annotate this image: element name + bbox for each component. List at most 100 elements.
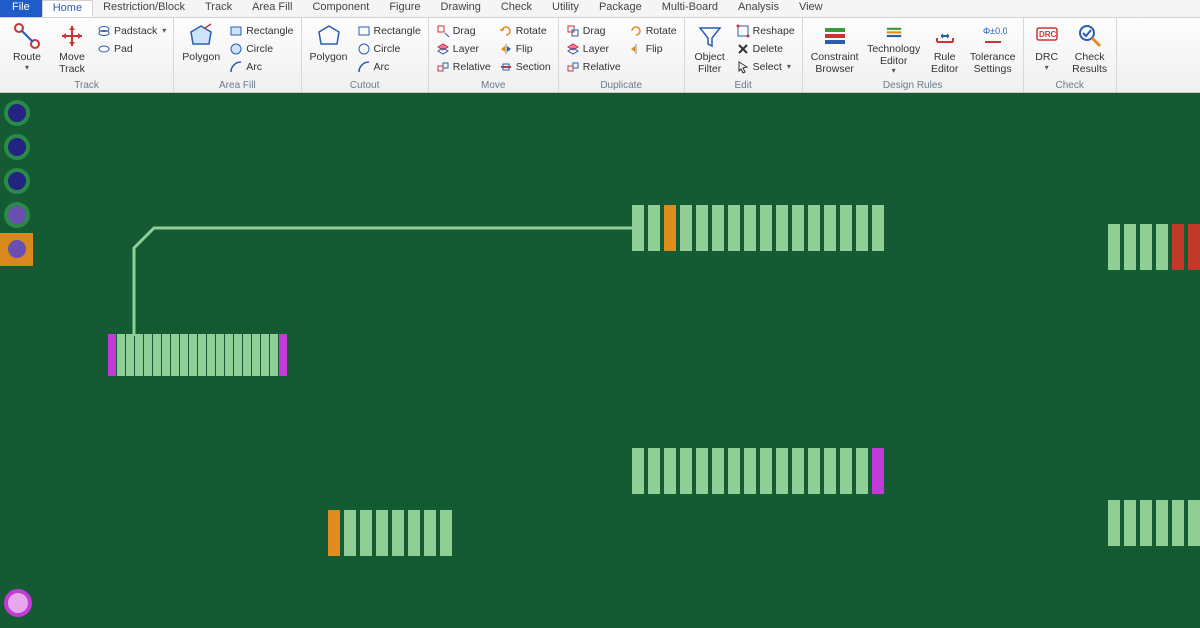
- object-filter-button[interactable]: Object Filter: [689, 20, 731, 76]
- pad[interactable]: [198, 334, 206, 376]
- pad[interactable]: [1108, 224, 1120, 270]
- pad[interactable]: [680, 205, 692, 251]
- pad[interactable]: [632, 448, 644, 494]
- pad[interactable]: [225, 334, 233, 376]
- menu-tab-areafill[interactable]: Area Fill: [242, 0, 302, 17]
- pcb-canvas[interactable]: [0, 93, 1200, 628]
- pad[interactable]: [1172, 224, 1184, 270]
- pad[interactable]: [234, 334, 242, 376]
- pad[interactable]: [712, 205, 724, 251]
- pad[interactable]: [1156, 224, 1168, 270]
- pad[interactable]: [144, 334, 152, 376]
- menu-tab-utility[interactable]: Utility: [542, 0, 589, 17]
- pad[interactable]: [261, 334, 269, 376]
- pad[interactable]: [108, 334, 116, 376]
- pad[interactable]: [1140, 224, 1152, 270]
- pad[interactable]: [872, 205, 884, 251]
- pad[interactable]: [744, 448, 756, 494]
- pad[interactable]: [408, 510, 420, 556]
- move-rotate-button[interactable]: Rotate: [496, 22, 554, 39]
- pad[interactable]: [344, 510, 356, 556]
- route-button[interactable]: Route ▾: [4, 20, 50, 76]
- pad[interactable]: [207, 334, 215, 376]
- cutout-arc-button[interactable]: Arc: [354, 58, 424, 75]
- pad[interactable]: [180, 334, 188, 376]
- pad[interactable]: [856, 448, 868, 494]
- pad[interactable]: [392, 510, 404, 556]
- menu-tab-analysis[interactable]: Analysis: [728, 0, 789, 17]
- pad[interactable]: [856, 205, 868, 251]
- dup-drag-button[interactable]: Drag: [563, 22, 624, 39]
- pad[interactable]: [1172, 500, 1184, 546]
- pad[interactable]: [728, 205, 740, 251]
- move-layer-button[interactable]: Layer: [433, 40, 494, 57]
- pad[interactable]: [1188, 224, 1200, 270]
- pad[interactable]: [792, 448, 804, 494]
- menu-tab-figure[interactable]: Figure: [379, 0, 430, 17]
- select-button[interactable]: Select▾: [733, 58, 798, 75]
- pad[interactable]: [153, 334, 161, 376]
- dup-rotate-button[interactable]: Rotate: [626, 22, 680, 39]
- menu-tab-drawing[interactable]: Drawing: [431, 0, 491, 17]
- pad[interactable]: [171, 334, 179, 376]
- pad[interactable]: [360, 510, 372, 556]
- pad[interactable]: [1124, 224, 1136, 270]
- pad[interactable]: [162, 334, 170, 376]
- pad[interactable]: [328, 510, 340, 556]
- pad[interactable]: [664, 448, 676, 494]
- pad[interactable]: [776, 205, 788, 251]
- pad[interactable]: [776, 448, 788, 494]
- pad[interactable]: [744, 205, 756, 251]
- menu-tab-component[interactable]: Component: [302, 0, 379, 17]
- pad[interactable]: [1188, 500, 1200, 546]
- menu-tab-check[interactable]: Check: [491, 0, 542, 17]
- move-section-button[interactable]: Section: [496, 58, 554, 75]
- menu-tab-view[interactable]: View: [789, 0, 833, 17]
- tolerance-settings-button[interactable]: Φ±0.00 Tolerance Settings: [967, 20, 1019, 76]
- technology-editor-button[interactable]: Technology Editor▾: [865, 20, 923, 76]
- pad[interactable]: [279, 334, 287, 376]
- menu-tab-package[interactable]: Package: [589, 0, 652, 17]
- pad[interactable]: [696, 448, 708, 494]
- dup-flip-button[interactable]: Flip: [626, 40, 680, 57]
- pad[interactable]: [648, 205, 660, 251]
- pad[interactable]: [824, 205, 836, 251]
- pad[interactable]: [270, 334, 278, 376]
- areafill-circle-button[interactable]: Circle: [226, 40, 296, 57]
- menu-file[interactable]: File: [0, 0, 42, 17]
- pad[interactable]: [424, 510, 436, 556]
- pad[interactable]: [216, 334, 224, 376]
- menu-tab-track[interactable]: Track: [195, 0, 242, 17]
- pad[interactable]: [126, 334, 134, 376]
- pad[interactable]: [135, 334, 143, 376]
- pad[interactable]: [243, 334, 251, 376]
- pad[interactable]: [792, 205, 804, 251]
- pad-button[interactable]: Pad: [94, 40, 169, 57]
- pad[interactable]: [760, 448, 772, 494]
- move-relative-button[interactable]: Relative: [433, 58, 494, 75]
- cutout-circle-button[interactable]: Circle: [354, 40, 424, 57]
- pad[interactable]: [712, 448, 724, 494]
- pad[interactable]: [440, 510, 452, 556]
- cutout-rectangle-button[interactable]: Rectangle: [354, 22, 424, 39]
- cutout-polygon-button[interactable]: Polygon: [306, 20, 352, 76]
- pad[interactable]: [808, 448, 820, 494]
- move-drag-button[interactable]: Drag: [433, 22, 494, 39]
- delete-button[interactable]: Delete: [733, 40, 798, 57]
- dup-relative-button[interactable]: Relative: [563, 58, 624, 75]
- pad[interactable]: [728, 448, 740, 494]
- pad[interactable]: [117, 334, 125, 376]
- areafill-rectangle-button[interactable]: Rectangle: [226, 22, 296, 39]
- areafill-polygon-button[interactable]: Polygon: [178, 20, 224, 76]
- constraint-browser-button[interactable]: Constraint Browser: [807, 20, 863, 76]
- menu-tab-multiboard[interactable]: Multi-Board: [652, 0, 728, 17]
- pad[interactable]: [824, 448, 836, 494]
- padstack-button[interactable]: Padstack▾: [94, 22, 169, 39]
- move-track-button[interactable]: Move Track: [52, 20, 92, 76]
- pad[interactable]: [696, 205, 708, 251]
- pad[interactable]: [872, 448, 884, 494]
- pad[interactable]: [1156, 500, 1168, 546]
- pad[interactable]: [189, 334, 197, 376]
- pad[interactable]: [1108, 500, 1120, 546]
- reshape-button[interactable]: Reshape: [733, 22, 798, 39]
